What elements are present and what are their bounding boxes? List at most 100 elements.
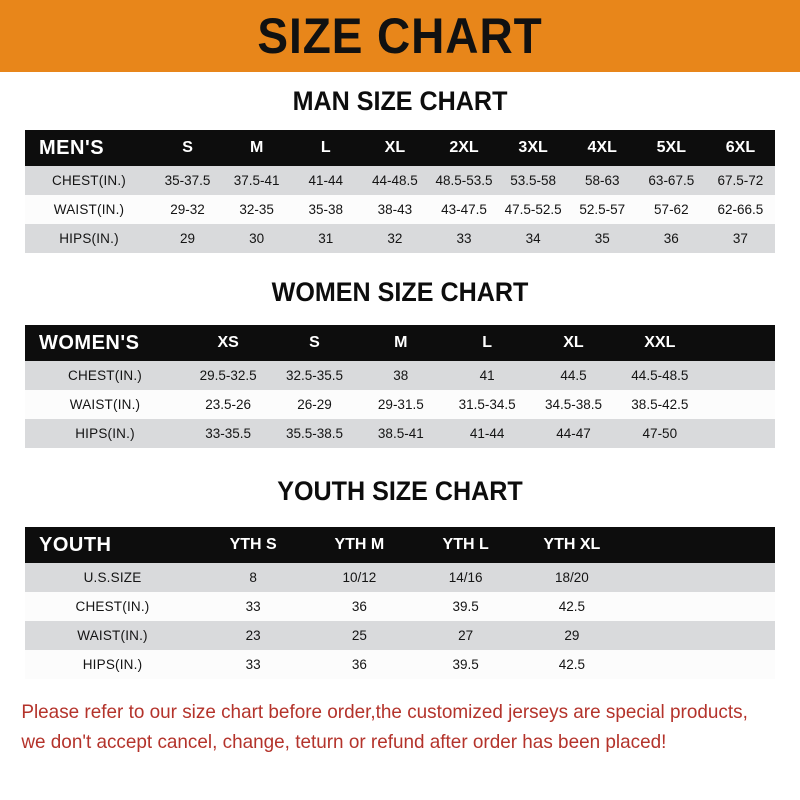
- column-header: XS: [185, 325, 272, 361]
- table-cell: 62-66.5: [705, 195, 775, 224]
- table-cell: 44.5-48.5: [616, 361, 703, 390]
- table-row: HIPS(IN.) 33 36 39.5 42.5: [25, 650, 775, 679]
- table-cell: 42.5: [518, 650, 625, 679]
- table-cell: 35.5-38.5: [271, 419, 358, 448]
- row-label: CHEST(IN.): [25, 361, 185, 390]
- column-header: 6XL: [705, 130, 775, 166]
- table-row: CHEST(IN.) 33 36 39.5 42.5: [25, 592, 775, 621]
- table-cell-filler: [625, 592, 775, 621]
- table-cell-filler: [703, 390, 775, 419]
- table-cell: 58-63: [567, 166, 637, 195]
- table-cell: 33-35.5: [185, 419, 272, 448]
- table-cell: 63-67.5: [636, 166, 706, 195]
- youth-size-chart-block: YOUTH YTH S YTH M YTH L YTH XL U.S.SIZE …: [0, 527, 800, 679]
- table-header-filler: [625, 527, 775, 563]
- table-header-row: YOUTH YTH S YTH M YTH L YTH XL: [25, 527, 775, 563]
- table-cell: 36: [306, 592, 413, 621]
- table-cell: 38: [357, 361, 444, 390]
- table-cell: 35-37.5: [153, 166, 223, 195]
- table-cell: 36: [636, 224, 706, 253]
- table-cell: 29: [153, 224, 223, 253]
- table-cell: 52.5-57: [567, 195, 637, 224]
- table-cell: 67.5-72: [705, 166, 775, 195]
- column-header: S: [271, 325, 358, 361]
- table-cell: 44-48.5: [360, 166, 430, 195]
- column-header: 5XL: [636, 130, 706, 166]
- column-header: 4XL: [567, 130, 637, 166]
- table-cell: 33: [200, 592, 307, 621]
- table-cell-filler: [703, 361, 775, 390]
- page-title: SIZE CHART: [257, 8, 543, 64]
- table-cell: 37.5-41: [222, 166, 292, 195]
- man-size-table: MEN'S S M L XL 2XL 3XL 4XL 5XL 6XL CHEST…: [25, 130, 775, 253]
- row-label: CHEST(IN.): [25, 592, 200, 621]
- table-cell: 33: [429, 224, 499, 253]
- table-cell: 35: [567, 224, 637, 253]
- section-title-women: WOMEN SIZE CHART: [271, 277, 529, 307]
- table-cell: 39.5: [412, 650, 519, 679]
- table-row: CHEST(IN.) 35-37.5 37.5-41 41-44 44-48.5…: [25, 166, 775, 195]
- table-row: HIPS(IN.) 29 30 31 32 33 34 35 36 37: [25, 224, 775, 253]
- table-cell-filler: [625, 563, 775, 592]
- table-cell: 23.5-26: [185, 390, 272, 419]
- table-row: WAIST(IN.) 29-32 32-35 35-38 38-43 43-47…: [25, 195, 775, 224]
- man-size-chart-block: MEN'S S M L XL 2XL 3XL 4XL 5XL 6XL CHEST…: [0, 130, 800, 253]
- column-header: XL: [360, 130, 430, 166]
- women-size-chart-block: WOMEN'S XS S M L XL XXL CHEST(IN.) 29.5-…: [0, 325, 800, 448]
- table-cell: 14/16: [412, 563, 519, 592]
- column-header: YTH L: [412, 527, 519, 563]
- column-header: S: [153, 130, 223, 166]
- table-cell-filler: [625, 650, 775, 679]
- row-label: HIPS(IN.): [25, 650, 200, 679]
- table-header-filler: [703, 325, 775, 361]
- table-cell: 35-38: [291, 195, 361, 224]
- table-cell: 41: [443, 361, 531, 390]
- table-cell: 32-35: [222, 195, 292, 224]
- table-cell: 53.5-58: [498, 166, 568, 195]
- row-label: WAIST(IN.): [25, 621, 200, 650]
- column-header: XXL: [616, 325, 703, 361]
- table-cell: 38.5-42.5: [616, 390, 703, 419]
- table-cell: 44.5: [530, 361, 617, 390]
- table-row: WAIST(IN.) 23.5-26 26-29 29-31.5 31.5-34…: [25, 390, 775, 419]
- table-cell-filler: [703, 419, 775, 448]
- table-cell: 29.5-32.5: [185, 361, 272, 390]
- section-title-youth: YOUTH SIZE CHART: [277, 476, 523, 506]
- disclaimer-line-2: we don't accept cancel, change, teturn o…: [21, 731, 667, 753]
- table-corner-label: MEN'S: [25, 130, 153, 166]
- column-header: YTH XL: [518, 527, 625, 563]
- disclaimer-line-1: Please refer to our size chart before or…: [21, 701, 748, 723]
- table-cell: 34.5-38.5: [530, 390, 617, 419]
- table-cell: 47.5-52.5: [498, 195, 568, 224]
- table-cell: 57-62: [636, 195, 706, 224]
- table-cell: 33: [200, 650, 307, 679]
- row-label: U.S.SIZE: [25, 563, 200, 592]
- page-header-banner: SIZE CHART: [0, 0, 800, 72]
- column-header: M: [222, 130, 292, 166]
- table-row: HIPS(IN.) 33-35.5 35.5-38.5 38.5-41 41-4…: [25, 419, 775, 448]
- table-cell: 32.5-35.5: [271, 361, 358, 390]
- table-cell: 37: [705, 224, 775, 253]
- table-cell: 29-31.5: [357, 390, 444, 419]
- row-label: WAIST(IN.): [25, 390, 185, 419]
- table-cell: 30: [222, 224, 292, 253]
- column-header: XL: [530, 325, 617, 361]
- table-cell: 25: [306, 621, 413, 650]
- column-header: L: [291, 130, 361, 166]
- row-label: WAIST(IN.): [25, 195, 153, 224]
- row-label: CHEST(IN.): [25, 166, 153, 195]
- table-cell: 43-47.5: [429, 195, 499, 224]
- table-corner-label: YOUTH: [25, 527, 200, 563]
- table-cell: 26-29: [271, 390, 358, 419]
- table-cell: 44-47: [530, 419, 617, 448]
- table-cell: 23: [200, 621, 307, 650]
- table-cell: 41-44: [443, 419, 531, 448]
- column-header: L: [443, 325, 531, 361]
- table-cell: 29-32: [153, 195, 223, 224]
- table-row: WAIST(IN.) 23 25 27 29: [25, 621, 775, 650]
- youth-size-table: YOUTH YTH S YTH M YTH L YTH XL U.S.SIZE …: [25, 527, 775, 679]
- table-cell: 10/12: [306, 563, 413, 592]
- table-cell: 39.5: [412, 592, 519, 621]
- table-cell: 48.5-53.5: [429, 166, 499, 195]
- table-cell: 32: [360, 224, 430, 253]
